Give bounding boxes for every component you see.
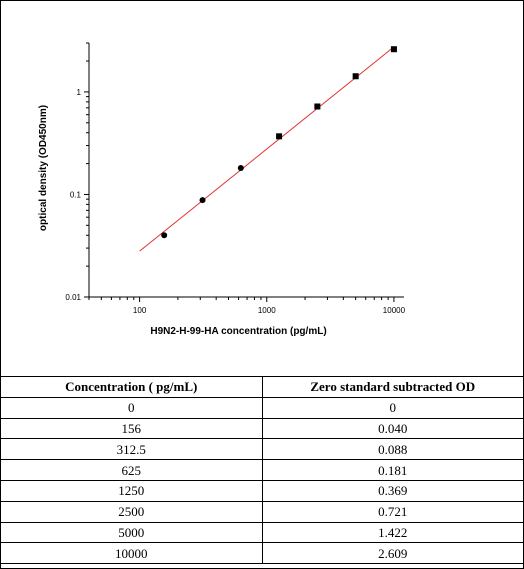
cell-concentration: 625	[0, 459, 263, 481]
cell-concentration: 1250	[0, 479, 263, 502]
axes: 0.01 0.1 1 100 1000 10000	[65, 42, 406, 315]
header-concentration: Concentration ( pg/mL)	[0, 376, 263, 398]
table-row: 5000 1.422	[0, 521, 524, 544]
cell-od: 0.721	[261, 500, 524, 523]
cell-concentration: 312.5	[0, 438, 263, 461]
cell-concentration: 156	[0, 417, 263, 440]
table-row: 312.5 0.088	[0, 438, 524, 461]
table-row: 156 0.040	[0, 417, 524, 440]
fit-line-group	[139, 46, 395, 252]
table-header-row: Concentration ( pg/mL) Zero standard sub…	[0, 376, 524, 398]
table-row: 10000 2.609	[0, 542, 524, 565]
cell-od: 0	[261, 396, 524, 419]
data-point	[314, 103, 321, 110]
y-tick-label: 0.01	[65, 293, 81, 302]
table-row: 2500 0.721	[0, 500, 524, 523]
x-tick-label: 10000	[383, 306, 406, 315]
data-point	[199, 197, 206, 204]
data-point	[352, 73, 359, 80]
data-point	[276, 133, 283, 140]
cell-concentration: 2500	[0, 500, 263, 523]
fit-line	[139, 46, 395, 252]
data-point	[237, 165, 244, 172]
standard-curve-chart: 0.01 0.1 1 100 1000 10000 H9N2-H-99-HA concen…	[38, 42, 406, 337]
cell-od: 2.609	[261, 542, 524, 565]
table-row: 1250 0.369	[0, 479, 524, 502]
data-point	[390, 46, 397, 53]
cell-od: 0.181	[261, 459, 524, 481]
data-point	[161, 232, 168, 239]
table-body: 0 0 156 0.040 312.5 0.088 625 0.181 1250 0.369 250…	[0, 396, 524, 565]
header-od: Zero standard subtracted OD	[261, 376, 524, 398]
cell-concentration: 10000	[0, 542, 263, 565]
y-axis-title: optical density (OD450nm)	[38, 105, 49, 231]
cell-concentration: 0	[0, 396, 263, 419]
y-tick-label: 0.1	[70, 190, 82, 199]
cell-od: 1.422	[261, 521, 524, 544]
x-axis-title: H9N2-H-99-HA concentration (pg/mL)	[150, 326, 326, 337]
data-points	[161, 46, 397, 239]
y-tick-label: 1	[77, 88, 82, 97]
x-tick-label: 100	[133, 306, 147, 315]
cell-od: 0.040	[261, 417, 524, 440]
cell-od: 0.088	[261, 438, 524, 461]
x-tick-label: 1000	[258, 306, 276, 315]
data-table: Concentration ( pg/mL) Zero standard sub…	[0, 376, 524, 565]
table-row: 625 0.181	[0, 459, 524, 481]
cell-concentration: 5000	[0, 521, 263, 544]
cell-od: 0.369	[261, 479, 524, 502]
